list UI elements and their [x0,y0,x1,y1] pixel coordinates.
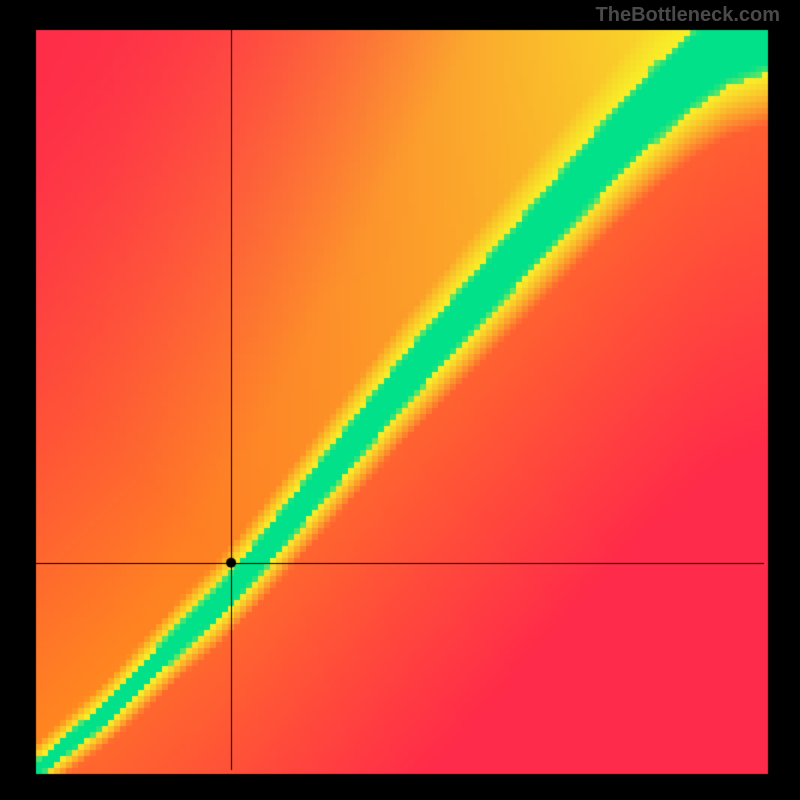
heatmap-canvas [0,0,800,800]
chart-container: TheBottleneck.com [0,0,800,800]
watermark-text: TheBottleneck.com [596,4,780,27]
